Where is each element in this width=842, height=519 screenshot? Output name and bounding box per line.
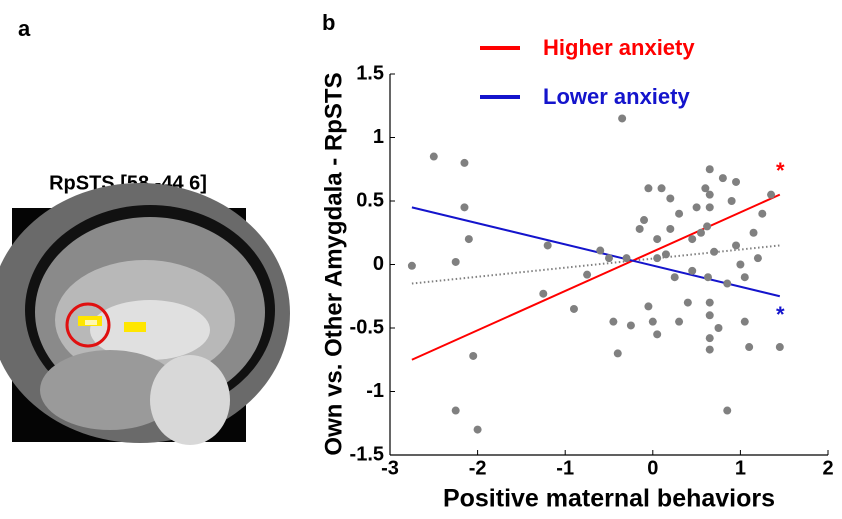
data-point <box>583 271 591 279</box>
data-point <box>728 197 736 205</box>
data-point <box>684 299 692 307</box>
data-point <box>644 184 652 192</box>
figure: a RpSTS [58 -44 6] b Own vs. Other Amygd… <box>0 0 842 519</box>
data-point <box>675 210 683 218</box>
fit-line <box>412 195 780 360</box>
data-point <box>452 258 460 266</box>
data-point <box>706 165 714 173</box>
data-point <box>736 261 744 269</box>
y-tick-label: -0.5 <box>350 316 384 338</box>
data-point <box>408 262 416 270</box>
significance-mark: * <box>776 158 785 183</box>
y-tick-label: 1 <box>373 126 384 148</box>
y-tick-label: -1.5 <box>350 443 384 465</box>
data-point <box>706 203 714 211</box>
data-point <box>754 254 762 262</box>
data-point <box>693 203 701 211</box>
panel-label: b <box>322 10 335 35</box>
data-point <box>460 159 468 167</box>
data-point <box>430 153 438 161</box>
data-point <box>767 191 775 199</box>
data-point <box>570 305 578 313</box>
x-tick-label: -1 <box>556 457 574 479</box>
data-point <box>469 352 477 360</box>
legend-label: Lower anxiety <box>543 84 690 109</box>
data-point <box>465 235 473 243</box>
x-tick-label: -2 <box>469 457 487 479</box>
data-point <box>460 203 468 211</box>
data-point <box>732 241 740 249</box>
significance-mark: * <box>776 302 785 327</box>
data-point <box>596 247 604 255</box>
data-point <box>649 318 657 326</box>
x-axis-label: Positive maternal behaviors <box>443 485 775 513</box>
data-point <box>644 302 652 310</box>
data-point <box>688 235 696 243</box>
data-point <box>452 407 460 415</box>
data-point <box>703 222 711 230</box>
data-point <box>666 225 674 233</box>
data-point <box>723 407 731 415</box>
data-point <box>723 280 731 288</box>
x-tick-label: 2 <box>822 457 833 479</box>
data-point <box>750 229 758 237</box>
data-point <box>706 191 714 199</box>
data-point <box>539 290 547 298</box>
data-point <box>706 299 714 307</box>
data-point <box>666 194 674 202</box>
x-tick-label: 1 <box>735 457 746 479</box>
data-point <box>653 330 661 338</box>
data-point <box>658 184 666 192</box>
data-point <box>710 248 718 256</box>
legend-label: Higher anxiety <box>543 35 695 60</box>
brain-image <box>0 183 290 445</box>
data-point <box>636 225 644 233</box>
data-point <box>544 241 552 249</box>
data-point <box>706 311 714 319</box>
data-point <box>618 114 626 122</box>
data-point <box>758 210 766 218</box>
data-point <box>745 343 753 351</box>
data-point <box>719 174 727 182</box>
y-axis-label: Own vs. Other Amygdala - RpSTS <box>320 72 347 455</box>
data-point <box>671 273 679 281</box>
data-point <box>474 426 482 434</box>
y-tick-label: -1 <box>366 380 384 402</box>
data-point <box>741 273 749 281</box>
data-point <box>627 321 635 329</box>
data-point <box>706 334 714 342</box>
data-point <box>609 318 617 326</box>
data-point <box>653 235 661 243</box>
data-point <box>715 324 723 332</box>
data-point <box>688 267 696 275</box>
data-point <box>614 349 622 357</box>
y-tick-label: 0 <box>373 253 384 275</box>
x-tick-label: -3 <box>381 457 399 479</box>
y-tick-label: 1.5 <box>356 62 384 84</box>
data-point <box>623 254 631 262</box>
data-point <box>653 254 661 262</box>
data-point <box>605 254 613 262</box>
data-point <box>741 318 749 326</box>
data-point <box>675 318 683 326</box>
y-tick-label: 0.5 <box>356 189 384 211</box>
panel-label: a <box>18 16 31 41</box>
x-tick-label: 0 <box>647 457 658 479</box>
data-point <box>732 178 740 186</box>
data-point <box>704 273 712 281</box>
data-point <box>776 343 784 351</box>
data-point <box>697 229 705 237</box>
data-point <box>662 250 670 258</box>
data-point <box>640 216 648 224</box>
data-point <box>706 346 714 354</box>
